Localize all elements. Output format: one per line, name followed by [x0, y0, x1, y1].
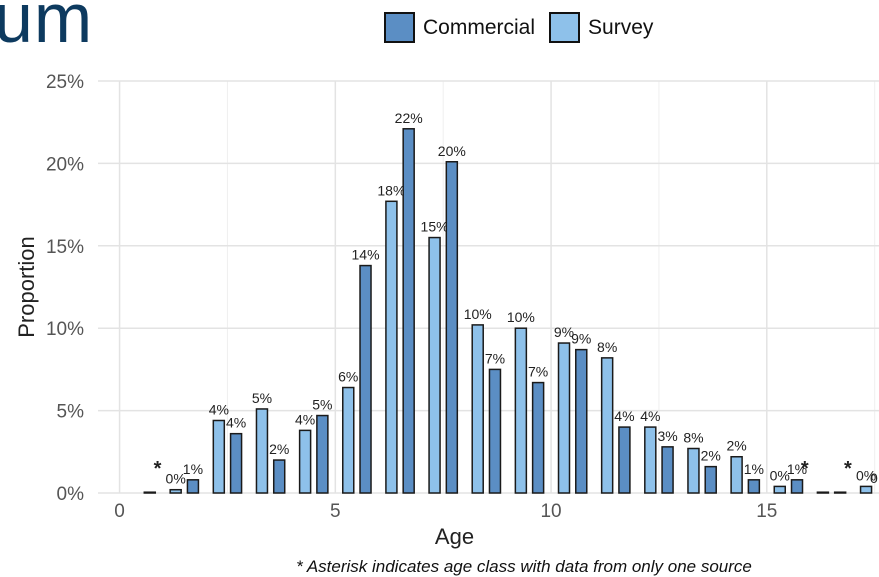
cropped-title: um [0, 0, 94, 57]
x-tick-label: 0 [114, 501, 125, 522]
data-label-commercial-age-2: 1% [183, 461, 203, 477]
legend-item-commercial: Commercial [384, 12, 535, 43]
data-label-commercial-age-3: 4% [226, 415, 246, 431]
legend-label-commercial: Commercial [423, 15, 536, 39]
data-label-commercial-age-9: 7% [485, 350, 505, 366]
data-label-survey-age-13: 8% [683, 430, 703, 446]
bar-survey-age-14 [730, 455, 743, 494]
bar-commercial-age-17 [833, 491, 847, 494]
legend: Commercial Survey [384, 12, 667, 43]
bar-commercial-age-15 [747, 479, 761, 494]
data-label-survey-age-8: 10% [464, 306, 492, 322]
bar-survey-age-11 [600, 357, 614, 494]
y-tick-label: 15% [46, 237, 84, 258]
data-label-survey-age-5: 6% [338, 369, 358, 385]
bar-survey-age-6 [385, 200, 398, 494]
data-label-survey-age-2: 4% [209, 401, 229, 417]
bar-commercial-age-4 [272, 459, 286, 494]
bar-commercial-age-9 [488, 368, 502, 494]
bar-commercial-age-5 [316, 414, 329, 494]
x-tick-label: 5 [330, 501, 341, 522]
data-label-survey-age-11: 8% [597, 339, 617, 355]
edge-label: 0 [870, 470, 878, 486]
bar-commercial-age-1 [143, 491, 157, 494]
bar-survey-age-12 [644, 426, 657, 494]
asterisk-age-16: * [801, 458, 809, 480]
bar-survey-age-13 [687, 447, 700, 494]
data-label-survey-age-4: 4% [295, 411, 315, 427]
legend-swatch-commercial [384, 12, 415, 43]
bar-commercial-age-12 [618, 426, 631, 494]
legend-item-survey: Survey [549, 12, 653, 43]
bar-survey-age-3 [255, 408, 269, 494]
bar-survey-age-17 [859, 485, 873, 494]
bar-commercial-age-11 [575, 348, 588, 494]
data-label-survey-age-12: 4% [640, 408, 660, 424]
data-label-commercial-age-15: 1% [744, 461, 764, 477]
bar-survey-age-7 [428, 236, 441, 494]
bar-survey-age-8 [471, 324, 484, 494]
data-label-commercial-age-5: 5% [312, 397, 332, 413]
bar-commercial-age-2 [186, 479, 200, 494]
data-label-commercial-age-10: 7% [528, 364, 548, 380]
data-label-survey-age-3: 5% [252, 390, 272, 406]
bar-commercial-age-8 [445, 161, 459, 494]
data-label-survey-age-7: 15% [421, 219, 449, 235]
bar-survey-age-15 [773, 485, 787, 494]
x-tick-label: 10 [540, 501, 561, 522]
y-tick-label: 5% [57, 402, 85, 423]
bar-survey-age-4 [298, 429, 312, 494]
data-label-commercial-age-8: 20% [438, 143, 466, 159]
bar-commercial-age-16 [790, 479, 804, 494]
data-label-survey-age-6: 18% [377, 182, 405, 198]
bar-commercial-age-7 [402, 128, 415, 494]
legend-swatch-survey [549, 12, 581, 43]
asterisk-age-1: * [154, 458, 162, 480]
data-label-commercial-age-14: 2% [701, 448, 721, 464]
bar-commercial-age-14 [704, 465, 717, 494]
data-label-survey-age-10: 9% [554, 324, 574, 340]
x-tick-label: 15 [756, 501, 777, 522]
data-label-commercial-age-16: 1% [787, 461, 807, 477]
data-label-survey-age-17: 0% [856, 467, 876, 483]
bar-survey-age-5 [342, 386, 355, 494]
data-label-survey-age-9: 10% [507, 309, 535, 325]
footnote: * Asterisk indicates age class with data… [296, 557, 752, 576]
bar-commercial-age-13 [661, 446, 674, 494]
y-tick-label: 0% [57, 484, 85, 505]
data-label-commercial-age-12: 4% [614, 408, 634, 424]
bar-commercial-age-10 [531, 381, 545, 494]
data-label-survey-age-1: 0% [166, 471, 186, 487]
y-tick-label: 25% [46, 72, 84, 93]
bar-survey-age-10 [557, 342, 571, 494]
y-tick-label: 10% [46, 319, 84, 340]
bar-survey-age-9 [514, 327, 528, 494]
bar-commercial-age-6 [359, 264, 372, 494]
legend-label-survey: Survey [588, 15, 654, 39]
data-label-survey-age-14: 2% [726, 438, 746, 454]
y-tick-label: 20% [46, 154, 84, 175]
data-label-survey-age-15: 0% [770, 467, 790, 483]
y-axis-title: Proportion [14, 236, 39, 338]
bar-commercial-age-3 [229, 432, 243, 494]
bar-survey-age-2 [212, 419, 226, 494]
x-axis-title: Age [435, 524, 474, 549]
bar-survey-age-1 [169, 488, 182, 494]
data-label-commercial-age-4: 2% [269, 441, 289, 457]
bar-survey-age-16 [816, 491, 830, 494]
data-label-commercial-age-13: 3% [657, 428, 677, 444]
data-label-commercial-age-6: 14% [352, 247, 380, 263]
asterisk-age-17: * [844, 458, 852, 480]
data-label-commercial-age-7: 22% [395, 110, 423, 126]
data-label-commercial-age-11: 9% [571, 331, 591, 347]
